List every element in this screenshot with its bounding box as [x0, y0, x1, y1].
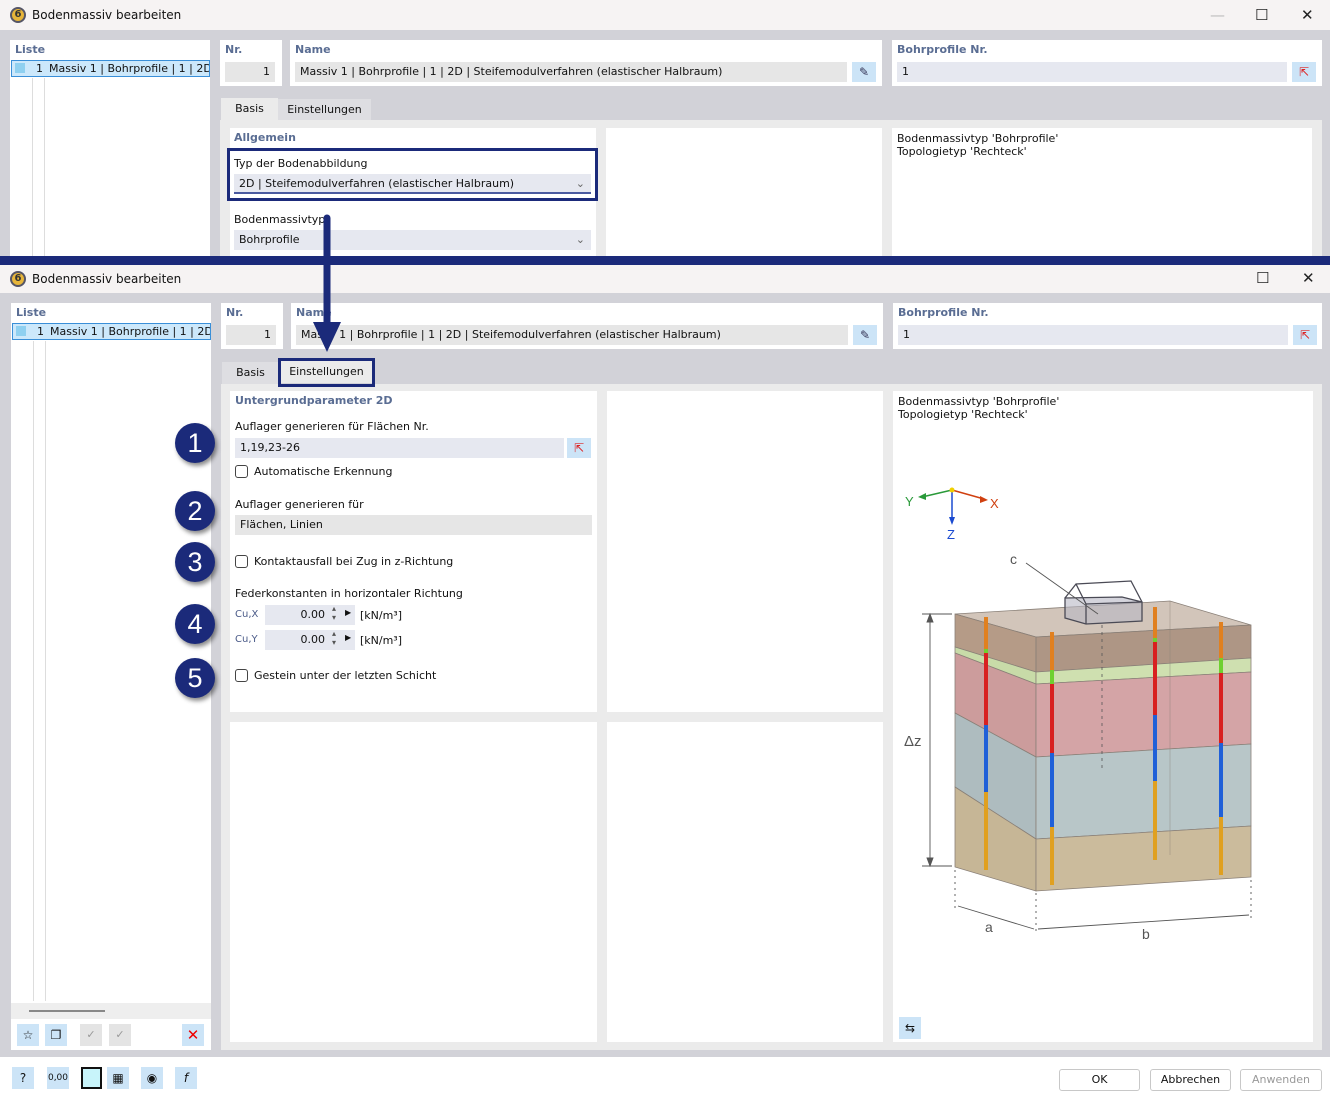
- app-icon: 6: [10, 7, 26, 23]
- marker-3: 3: [175, 542, 215, 582]
- dialog-upper: 6 Bodenmassiv bearbeiten — ☐ ✕ Liste 1 M…: [0, 0, 1330, 258]
- spinner-icon[interactable]: ▴ ▾: [332, 629, 337, 647]
- bohrprofile-field[interactable]: 1: [898, 325, 1288, 345]
- nr-panel: Nr. 1: [221, 303, 283, 349]
- marker-4: 4: [175, 604, 215, 644]
- typ-dropdown[interactable]: 2D | Steifemodulverfahren (elastischer H…: [234, 174, 591, 194]
- flaechen-field[interactable]: 1,19,23-26: [235, 438, 564, 458]
- spinner-icon[interactable]: ▴ ▾: [332, 604, 337, 622]
- minimize-icon[interactable]: —: [1210, 6, 1225, 24]
- marker-1: 1: [175, 423, 215, 463]
- info-panel: Bodenmassivtyp 'Bohrprofile' Topologiety…: [892, 128, 1312, 258]
- units-button[interactable]: 0,00: [47, 1067, 69, 1089]
- diagram-options-button[interactable]: ⇆: [899, 1017, 921, 1039]
- name-panel: Name Massiv 1 | Bohrprofile | 1 | 2D | S…: [290, 40, 882, 86]
- cux-field[interactable]: 0.00: [265, 605, 355, 625]
- list-item[interactable]: 1 Massiv 1 | Bohrprofile | 1 | 2D | S: [11, 60, 210, 77]
- title-bar: 6 Bodenmassiv bearbeiten: [0, 265, 1330, 293]
- delete-button[interactable]: ✕: [182, 1024, 204, 1046]
- chevron-down-icon: ⌄: [575, 177, 585, 190]
- middle-panel: [606, 128, 882, 258]
- chevron-down-icon: ⌄: [575, 233, 585, 246]
- nr-panel: Nr. 1: [220, 40, 282, 86]
- color-button[interactable]: [81, 1067, 102, 1089]
- nr-field: 1: [225, 62, 275, 82]
- pick-surfaces-button[interactable]: ⇱: [567, 438, 591, 458]
- display-button[interactable]: ▦: [107, 1067, 129, 1089]
- close-icon[interactable]: ✕: [1302, 269, 1315, 287]
- untergrund-panel: Untergrundparameter 2D Auflager generier…: [230, 391, 597, 712]
- separator-bar: [0, 256, 1330, 265]
- arrow-right-icon[interactable]: ▶: [345, 608, 352, 617]
- tab-basis[interactable]: Basis: [221, 98, 278, 120]
- highlight-einstellungen: [278, 358, 375, 387]
- ok-button[interactable]: OK: [1059, 1069, 1140, 1091]
- lower-left-panel: [230, 722, 597, 1042]
- cuy-field[interactable]: 0.00: [265, 630, 355, 650]
- color-swatch: [16, 326, 26, 336]
- tab-einstellungen[interactable]: Einstellungen: [278, 99, 371, 121]
- name-field[interactable]: Massiv 1 | Bohrprofile | 1 | 2D | Steife…: [295, 62, 847, 82]
- highlight-typ: [227, 148, 598, 201]
- window-title: Bodenmassiv bearbeiten: [32, 272, 182, 286]
- apply-button: Anwenden: [1240, 1069, 1322, 1091]
- kontakt-checkbox[interactable]: [235, 555, 248, 568]
- marker-2: 2: [175, 491, 215, 531]
- copy-item-button[interactable]: ❐: [45, 1024, 67, 1046]
- window-title: Bodenmassiv bearbeiten: [32, 8, 182, 22]
- pick-cursor-button[interactable]: ⇱: [1293, 325, 1317, 345]
- new-item-button[interactable]: ☆: [17, 1024, 39, 1046]
- bohrprofile-panel: Bohrprofile Nr. 1 ⇱: [893, 303, 1322, 349]
- auto-checkbox[interactable]: [235, 465, 248, 478]
- gestein-checkbox[interactable]: [235, 669, 248, 682]
- title-bar: 6 Bodenmassiv bearbeiten: [0, 0, 1330, 30]
- name-panel: Name Mass 1 | Bohrprofile | 1 | 2D | Ste…: [291, 303, 883, 349]
- edit-name-button[interactable]: ✎: [853, 325, 877, 345]
- view-button[interactable]: ◉: [141, 1067, 163, 1089]
- arrow-right-icon[interactable]: ▶: [345, 633, 352, 642]
- function-button[interactable]: f: [175, 1067, 197, 1089]
- info-panel: Bodenmassivtyp 'Bohrprofile' Topologiety…: [893, 391, 1313, 1042]
- dialog-lower: 6 Bodenmassiv bearbeiten ☐ ✕ Liste 1 Mas…: [0, 265, 1330, 1100]
- nr-field: 1: [226, 325, 276, 345]
- uncheck-button: ✓: [109, 1024, 131, 1046]
- bohrprofile-field[interactable]: 1: [897, 62, 1287, 82]
- color-swatch: [15, 63, 25, 73]
- connector-arrow: [313, 214, 341, 352]
- list-panel: Liste 1 Massiv 1 | Bohrprofile | 1 | 2D …: [10, 40, 210, 258]
- massivtyp-dropdown[interactable]: Bohrprofile ⌄: [234, 230, 591, 250]
- fuer-field: Flächen, Linien: [235, 515, 592, 535]
- maximize-icon[interactable]: ☐: [1256, 269, 1270, 287]
- horizontal-scrollbar[interactable]: [11, 1003, 211, 1019]
- marker-5: 5: [175, 658, 215, 698]
- maximize-icon[interactable]: ☐: [1255, 6, 1269, 24]
- tab-einstellungen[interactable]: Einstellungen: [279, 361, 374, 383]
- pick-cursor-button[interactable]: ⇱: [1292, 62, 1316, 82]
- bohrprofile-panel: Bohrprofile Nr. 1 ⇱: [892, 40, 1322, 86]
- name-field[interactable]: Mass 1 | Bohrprofile | 1 | 2D | Steifemo…: [296, 325, 848, 345]
- app-icon: 6: [10, 271, 26, 287]
- close-icon[interactable]: ✕: [1301, 6, 1314, 24]
- middle-panel: [607, 391, 883, 712]
- check-button: ✓: [80, 1024, 102, 1046]
- help-button[interactable]: ?: [12, 1067, 34, 1089]
- tab-basis[interactable]: Basis: [222, 362, 279, 384]
- edit-name-button[interactable]: ✎: [852, 62, 876, 82]
- list-item[interactable]: 1 Massiv 1 | Bohrprofile | 1 | 2D | S: [12, 323, 211, 340]
- lower-middle-panel: [607, 722, 883, 1042]
- list-header: Liste: [15, 43, 46, 56]
- cancel-button[interactable]: Abbrechen: [1150, 1069, 1231, 1091]
